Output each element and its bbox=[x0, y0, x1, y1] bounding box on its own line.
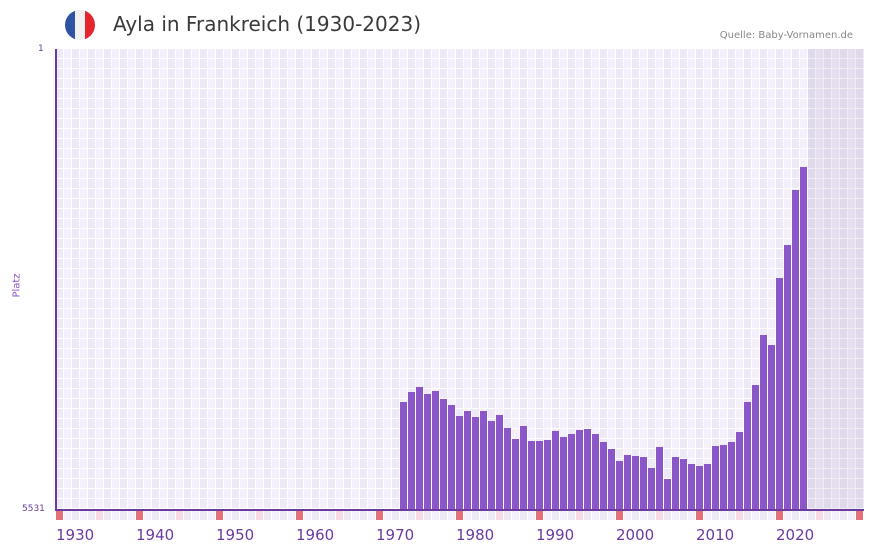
half-decade-marker bbox=[416, 511, 423, 520]
bar-1991[interactable] bbox=[552, 431, 559, 510]
bar-2000[interactable] bbox=[624, 455, 631, 510]
bar-2003[interactable] bbox=[648, 468, 655, 510]
bar-2014[interactable] bbox=[736, 432, 743, 510]
bar-1986[interactable] bbox=[512, 439, 519, 510]
bar-1973[interactable] bbox=[408, 392, 415, 510]
bar-1972[interactable] bbox=[400, 402, 407, 510]
half-decade-marker bbox=[96, 511, 103, 520]
half-decade-marker bbox=[256, 511, 263, 520]
bar-2002[interactable] bbox=[640, 457, 647, 510]
half-decade-marker bbox=[496, 511, 503, 520]
bar-1985[interactable] bbox=[504, 428, 511, 510]
bar-1994[interactable] bbox=[576, 430, 583, 510]
x-tick-1970: 1970 bbox=[376, 526, 415, 544]
half-decade-marker bbox=[736, 511, 743, 520]
bar-1999[interactable] bbox=[616, 461, 623, 510]
bar-2012[interactable] bbox=[720, 445, 727, 510]
decade-marker bbox=[136, 511, 143, 520]
x-tick-1940: 1940 bbox=[136, 526, 175, 544]
france-flag-icon bbox=[65, 10, 95, 40]
y-axis-line bbox=[55, 49, 57, 510]
future-shade bbox=[808, 49, 864, 510]
source-credit: Quelle: Baby-Vornamen.de bbox=[719, 30, 853, 41]
decade-marker bbox=[296, 511, 303, 520]
x-tick-1950: 1950 bbox=[216, 526, 255, 544]
x-tick-1990: 1990 bbox=[536, 526, 575, 544]
bar-1982[interactable] bbox=[480, 411, 487, 510]
bar-2015[interactable] bbox=[744, 402, 751, 510]
bar-1988[interactable] bbox=[528, 441, 535, 510]
bar-2009[interactable] bbox=[696, 466, 703, 510]
bar-1978[interactable] bbox=[448, 405, 455, 510]
bar-1983[interactable] bbox=[488, 421, 495, 510]
decade-marker bbox=[376, 511, 383, 520]
x-tick-2000: 2000 bbox=[616, 526, 655, 544]
bar-2010[interactable] bbox=[704, 464, 711, 510]
bar-1981[interactable] bbox=[472, 417, 479, 510]
half-decade-marker bbox=[176, 511, 183, 520]
decade-marker bbox=[616, 511, 623, 520]
bar-2013[interactable] bbox=[728, 442, 735, 510]
bar-1990[interactable] bbox=[544, 440, 551, 510]
half-decade-marker bbox=[576, 511, 583, 520]
bar-1975[interactable] bbox=[424, 394, 431, 510]
decade-marker bbox=[696, 511, 703, 520]
bar-1996[interactable] bbox=[592, 434, 599, 510]
half-decade-marker bbox=[336, 511, 343, 520]
x-axis-line bbox=[55, 509, 864, 511]
half-decade-marker bbox=[816, 511, 823, 520]
bar-1980[interactable] bbox=[464, 411, 471, 510]
x-tick-2020: 2020 bbox=[776, 526, 815, 544]
bar-1987[interactable] bbox=[520, 426, 527, 510]
x-tick-2010: 2010 bbox=[696, 526, 735, 544]
bar-2004[interactable] bbox=[656, 447, 663, 510]
bar-2021[interactable] bbox=[792, 189, 799, 510]
half-decade-marker bbox=[656, 511, 663, 520]
decade-marker bbox=[216, 511, 223, 520]
bar-2006[interactable] bbox=[672, 457, 679, 510]
y-tick-top: 1 bbox=[38, 44, 44, 54]
bar-1976[interactable] bbox=[432, 391, 439, 510]
decade-marker bbox=[536, 511, 543, 520]
decade-marker bbox=[776, 511, 783, 520]
bar-1977[interactable] bbox=[440, 399, 447, 510]
bar-1984[interactable] bbox=[496, 415, 503, 510]
bar-2008[interactable] bbox=[688, 464, 695, 510]
bar-2005[interactable] bbox=[664, 479, 671, 510]
bar-1993[interactable] bbox=[568, 434, 575, 510]
x-tick-1930: 1930 bbox=[56, 526, 95, 544]
bar-2016[interactable] bbox=[752, 385, 759, 510]
decade-marker bbox=[456, 511, 463, 520]
bar-2022[interactable] bbox=[800, 166, 807, 510]
decade-marker bbox=[856, 511, 863, 520]
bar-1979[interactable] bbox=[456, 416, 463, 510]
bar-2017[interactable] bbox=[760, 335, 767, 510]
bar-1995[interactable] bbox=[584, 429, 591, 510]
bar-1989[interactable] bbox=[536, 441, 543, 510]
bar-2001[interactable] bbox=[632, 456, 639, 510]
plot-area bbox=[56, 49, 864, 510]
bar-2007[interactable] bbox=[680, 459, 687, 510]
chart-title: Ayla in Frankreich (1930-2023) bbox=[113, 12, 421, 36]
bar-1974[interactable] bbox=[416, 387, 423, 510]
bar-2019[interactable] bbox=[776, 277, 783, 510]
decade-marker bbox=[56, 511, 63, 520]
bar-2018[interactable] bbox=[768, 345, 775, 510]
bar-1997[interactable] bbox=[600, 442, 607, 510]
x-tick-1960: 1960 bbox=[296, 526, 335, 544]
y-axis-title: Platz bbox=[11, 273, 23, 298]
bar-1998[interactable] bbox=[608, 449, 615, 510]
bar-2011[interactable] bbox=[712, 446, 719, 510]
x-tick-1980: 1980 bbox=[456, 526, 495, 544]
bar-2020[interactable] bbox=[784, 244, 791, 510]
y-tick-bottom: 5531 bbox=[22, 504, 45, 514]
bar-1992[interactable] bbox=[560, 437, 567, 510]
